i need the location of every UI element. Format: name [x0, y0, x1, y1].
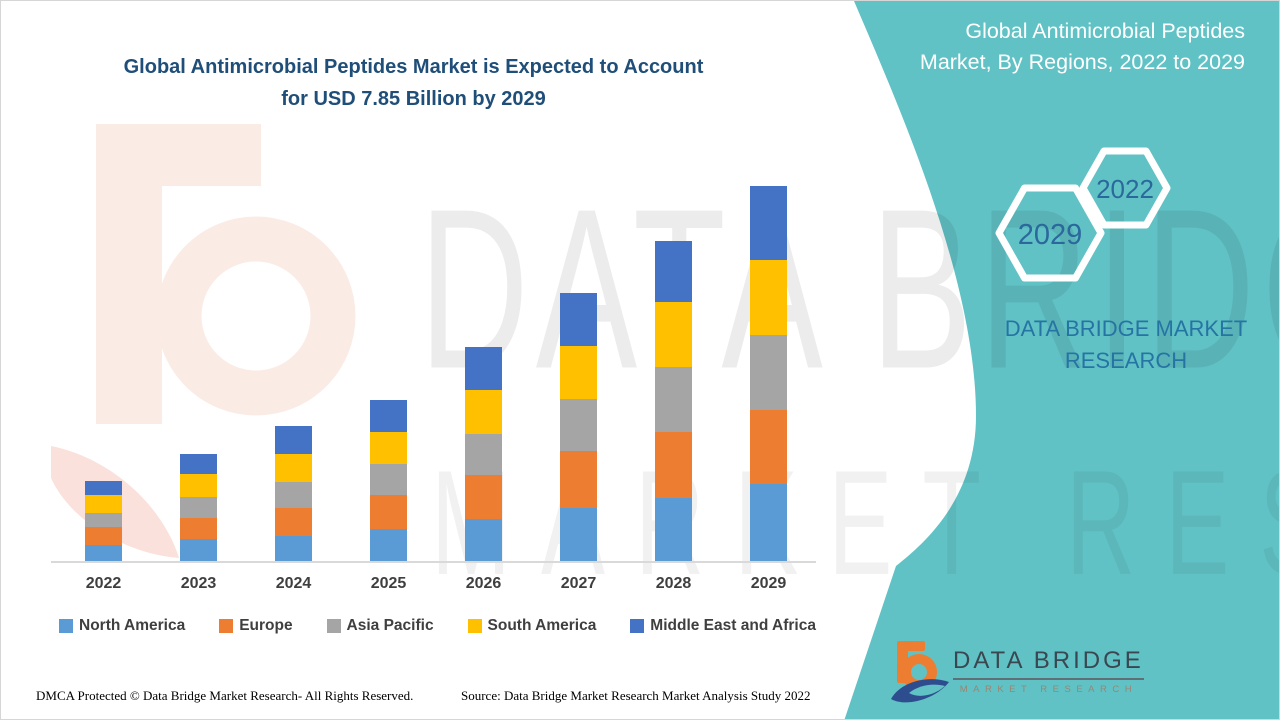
bar-segment-south-america-2026	[465, 390, 502, 435]
hexagon-badges: 2029 2022	[995, 147, 1171, 282]
chart-title: Global Antimicrobial Peptides Market is …	[41, 51, 786, 115]
bar-segment-middle-east-and-africa-2028	[655, 240, 692, 303]
legend-swatch-europe	[219, 619, 234, 633]
bar-segment-asia-pacific-2022	[85, 513, 122, 528]
bar-segment-asia-pacific-2024	[275, 482, 312, 509]
brand-wordmark: DATA BRIDGE MARKET RESEARCH	[1001, 313, 1251, 377]
x-axis-label-2025: 2025	[370, 575, 407, 592]
bar-segment-europe-2022	[85, 527, 122, 546]
bar-segment-europe-2029	[750, 410, 787, 485]
data-bridge-logo-icon	[891, 641, 949, 703]
bar-segment-middle-east-and-africa-2022	[85, 481, 122, 495]
legend-swatch-asia-pacific	[326, 619, 341, 633]
legend-swatch-north-america	[59, 619, 73, 633]
bar-2022	[85, 481, 122, 561]
bar-segment-middle-east-and-africa-2023	[180, 454, 217, 475]
bar-2026	[465, 347, 502, 561]
bar-segment-asia-pacific-2029	[750, 335, 787, 411]
bar-segment-south-america-2025	[370, 432, 407, 465]
footer-source-text: Source: Data Bridge Market Research Mark…	[461, 688, 811, 703]
bar-segment-south-america-2023	[180, 474, 217, 497]
hexagon-2029	[995, 184, 1105, 282]
legend-item-asia-pacific: Asia Pacific	[326, 617, 434, 635]
x-axis-label-2022: 2022	[85, 575, 122, 592]
bar-segment-middle-east-and-africa-2029	[750, 186, 787, 261]
brand-line2: RESEARCH	[1064, 348, 1188, 373]
brand-line1: DATA BRIDGE MARKET	[1004, 316, 1248, 341]
bar-segment-europe-2028	[655, 432, 692, 498]
bar-segment-south-america-2027	[560, 346, 597, 400]
bar-segment-north-america-2029	[750, 484, 787, 561]
bar-2029	[750, 186, 787, 561]
legend-label-south-america: South America	[487, 617, 597, 634]
bar-segment-south-america-2022	[85, 494, 122, 514]
bar-2028	[655, 240, 692, 561]
x-axis-label-2027: 2027	[560, 575, 597, 592]
legend-item-europe: Europe	[219, 617, 293, 635]
legend-item-middle-east-and-africa: Middle East and Africa	[630, 617, 816, 635]
legend-swatch-south-america	[467, 619, 482, 633]
logo-name: DATA BRIDGE	[953, 647, 1144, 680]
hexagon-2022	[1079, 147, 1171, 229]
bar-segment-south-america-2028	[655, 302, 692, 368]
bar-chart-plot-area	[56, 181, 816, 561]
x-axis-label-2026: 2026	[465, 575, 502, 592]
footer-dmca-text: DMCA Protected © Data Bridge Market Rese…	[36, 688, 414, 703]
panel-title: Global Antimicrobial Peptides Market, By…	[919, 19, 1245, 74]
legend-item-north-america: North America	[59, 617, 185, 635]
legend-label-north-america: North America	[79, 617, 186, 634]
bar-segment-europe-2026	[465, 475, 502, 519]
data-bridge-logo-text: DATA BRIDGE MARKET RESEARCH	[953, 647, 1144, 695]
chart-legend: North America Europe Asia Pacific South Ame…	[59, 617, 816, 635]
bar-segment-europe-2027	[560, 451, 597, 508]
bar-segment-europe-2023	[180, 518, 217, 539]
bar-segment-north-america-2023	[180, 539, 217, 561]
bar-segment-middle-east-and-africa-2025	[370, 400, 407, 433]
hexagon-2022-label: 2022	[1096, 174, 1154, 204]
legend-label-asia-pacific: Asia Pacific	[346, 617, 434, 634]
bar-segment-south-america-2029	[750, 260, 787, 336]
bar-segment-asia-pacific-2027	[560, 399, 597, 452]
x-axis-label-2023: 2023	[180, 575, 217, 592]
bar-segment-middle-east-and-africa-2024	[275, 425, 312, 455]
bar-segment-europe-2024	[275, 508, 312, 537]
logo-subtitle: MARKET RESEARCH	[959, 684, 1138, 695]
bar-2025	[370, 400, 407, 561]
bar-segment-north-america-2027	[560, 508, 597, 561]
watermark-logo	[51, 124, 356, 558]
legend-label-middle-east-and-africa: Middle East and Africa	[650, 617, 816, 634]
bar-segment-europe-2025	[370, 495, 407, 529]
bar-segment-middle-east-and-africa-2027	[560, 293, 597, 347]
bar-segment-north-america-2026	[465, 519, 502, 561]
bar-segment-north-america-2028	[655, 497, 692, 561]
bar-segment-north-america-2022	[85, 545, 122, 561]
chart-title-line1: Global Antimicrobial Peptides Market is …	[123, 56, 704, 78]
bar-segment-asia-pacific-2025	[370, 464, 407, 496]
chart-title-line2: for USD 7.85 Billion by 2029	[281, 88, 546, 110]
bar-segment-asia-pacific-2023	[180, 497, 217, 518]
x-axis-labels: 2022 2023 2024 2025 2026 2027 2028 2029	[56, 575, 816, 593]
x-axis-line	[51, 561, 816, 563]
bar-segment-asia-pacific-2026	[465, 434, 502, 476]
bar-2023	[180, 454, 217, 561]
bar-segment-middle-east-and-africa-2026	[465, 347, 502, 391]
bar-segment-north-america-2024	[275, 536, 312, 561]
legend-swatch-middle-east-and-africa	[630, 619, 645, 633]
bar-2027	[560, 293, 597, 561]
x-axis-label-2024: 2024	[275, 575, 312, 592]
legend-item-south-america: South America	[467, 617, 597, 635]
x-axis-label-2028: 2028	[655, 575, 692, 592]
bar-segment-north-america-2025	[370, 529, 407, 561]
legend-label-europe: Europe	[239, 617, 293, 634]
x-axis-label-2029: 2029	[750, 575, 787, 592]
bar-segment-south-america-2024	[275, 454, 312, 483]
bar-segment-asia-pacific-2028	[655, 367, 692, 433]
hexagon-2029-label: 2029	[1018, 219, 1083, 251]
bar-2024	[275, 425, 312, 561]
